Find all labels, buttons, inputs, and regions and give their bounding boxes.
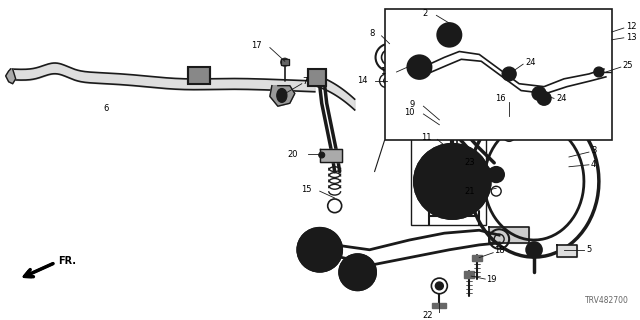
- Circle shape: [532, 87, 546, 100]
- Circle shape: [530, 246, 538, 254]
- Text: 24: 24: [556, 94, 566, 103]
- Polygon shape: [472, 255, 482, 261]
- Circle shape: [437, 23, 461, 47]
- Text: 24: 24: [525, 58, 536, 67]
- Text: 19: 19: [486, 275, 497, 284]
- Bar: [308, 69, 326, 86]
- Polygon shape: [270, 86, 295, 106]
- Circle shape: [488, 167, 504, 182]
- Text: 3: 3: [591, 146, 596, 155]
- Text: 11: 11: [421, 133, 431, 142]
- Circle shape: [354, 268, 362, 276]
- Circle shape: [415, 144, 490, 219]
- Circle shape: [526, 242, 542, 258]
- Polygon shape: [433, 303, 446, 308]
- Text: 20: 20: [287, 149, 298, 158]
- Circle shape: [281, 58, 289, 66]
- Text: 23: 23: [465, 158, 476, 167]
- Circle shape: [444, 29, 455, 41]
- Text: 2: 2: [422, 9, 428, 18]
- Circle shape: [594, 67, 604, 77]
- Polygon shape: [464, 271, 474, 278]
- Circle shape: [315, 245, 324, 255]
- Circle shape: [408, 55, 431, 79]
- Text: 14: 14: [357, 76, 367, 85]
- Text: 1: 1: [380, 68, 385, 76]
- Circle shape: [387, 54, 392, 60]
- Circle shape: [340, 255, 376, 290]
- Polygon shape: [489, 118, 524, 135]
- Text: 16: 16: [495, 94, 506, 103]
- Text: FR.: FR.: [58, 257, 77, 267]
- Text: 18: 18: [494, 246, 505, 255]
- Circle shape: [537, 92, 551, 105]
- Text: 15: 15: [301, 185, 312, 194]
- Polygon shape: [320, 149, 342, 162]
- Polygon shape: [6, 69, 15, 84]
- Bar: [385, 9, 612, 140]
- Text: 6: 6: [104, 104, 109, 113]
- Bar: [412, 118, 486, 225]
- Circle shape: [319, 152, 324, 158]
- Circle shape: [502, 67, 516, 81]
- Circle shape: [435, 282, 444, 290]
- Text: 21: 21: [465, 187, 476, 196]
- Text: 10: 10: [404, 108, 415, 116]
- Text: 9: 9: [409, 100, 415, 109]
- Ellipse shape: [277, 89, 287, 102]
- Polygon shape: [440, 87, 469, 93]
- Bar: [188, 67, 210, 84]
- Text: 7: 7: [303, 77, 308, 86]
- Text: 8: 8: [369, 29, 374, 38]
- Text: 17: 17: [252, 41, 262, 50]
- Polygon shape: [557, 245, 577, 257]
- Polygon shape: [504, 110, 524, 118]
- Circle shape: [444, 173, 460, 189]
- Text: 22: 22: [423, 311, 433, 320]
- Text: 5: 5: [586, 245, 591, 254]
- Text: 13: 13: [626, 33, 636, 42]
- Polygon shape: [489, 227, 529, 243]
- Text: 25: 25: [623, 61, 634, 70]
- Polygon shape: [281, 59, 289, 65]
- Circle shape: [412, 60, 426, 74]
- Circle shape: [492, 171, 500, 179]
- Circle shape: [298, 228, 342, 271]
- Text: 4: 4: [591, 160, 596, 169]
- Text: 12: 12: [626, 21, 636, 31]
- Text: TRV482700: TRV482700: [585, 296, 628, 306]
